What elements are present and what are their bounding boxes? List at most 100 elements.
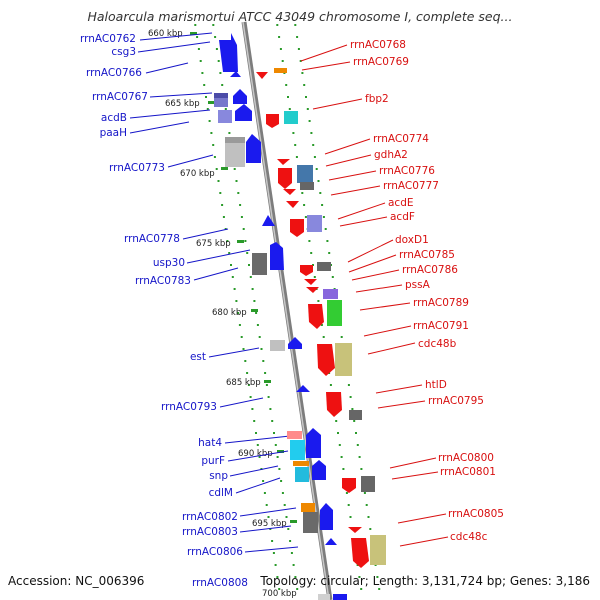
right-leader-lines	[300, 44, 449, 547]
gene-label: paaH	[100, 127, 127, 139]
gene-block-hat4	[287, 431, 302, 439]
gene-label: rrnAC0805	[448, 508, 504, 520]
scale-label: 685 kbp	[226, 378, 261, 388]
accession-text: Accession: NC_006396	[8, 574, 145, 588]
gene-label: est	[190, 351, 206, 363]
gene-label: acdE	[388, 197, 414, 209]
left-leader-lines	[129, 32, 299, 553]
gene-block-purF	[290, 440, 305, 460]
gene-block-est	[270, 340, 285, 351]
gene-arrow-rrnAC0803	[320, 503, 333, 530]
gene-arrow-rrnAC0786	[304, 279, 317, 285]
gene-arrow-rrnAC0806	[325, 538, 337, 545]
right-features	[256, 68, 386, 568]
gene-arrow-htlD	[326, 392, 342, 417]
gene-arrow-est	[288, 337, 302, 349]
gene-label: rrnAC0806	[187, 546, 243, 558]
gene-label: rrnAC0776	[379, 165, 435, 177]
gene-label: rrnAC0808	[192, 577, 248, 589]
gene-label: htlD	[425, 379, 447, 391]
gene-arrow-doxD1	[300, 265, 313, 276]
gene-arrow-usp30	[270, 242, 284, 270]
gene-label: rrnAC0801	[440, 466, 496, 478]
gene-block-cdlM	[295, 467, 309, 482]
scale-label: 700 kbp	[262, 589, 297, 599]
gene-label: rrnAC0768	[350, 39, 406, 51]
gene-label: rrnAC0778	[124, 233, 180, 245]
gene-block-cdc48c	[370, 535, 386, 565]
gene-label: rrnAC0800	[438, 452, 494, 464]
gene-label: usp30	[153, 257, 185, 269]
gene-block-rrnAC0777	[300, 182, 314, 190]
gene-label: pssA	[405, 279, 431, 291]
gene-arrow-acdE	[286, 201, 299, 208]
gene-label: rrnAC0785	[399, 249, 455, 261]
gene-label: acdF	[390, 211, 415, 223]
gene-label: rrnAC0767	[92, 91, 148, 103]
gene-arrow-rrnAC0777	[283, 189, 296, 195]
gene-label: snp	[209, 470, 228, 482]
gene-block-pssA	[323, 289, 338, 299]
gene-arrow-rrnAC0766	[230, 71, 241, 77]
scale-ticks	[190, 32, 297, 523]
gene-label: hat4	[198, 437, 222, 449]
scale-label: 680 kbp	[212, 308, 247, 318]
gene-arrow-rrnAC0767	[233, 89, 247, 104]
gene-block-rrnAC0785	[317, 262, 331, 271]
gene-arrow-rrnAC0793	[296, 385, 310, 392]
gene-arrow-rrnAC0805	[348, 527, 362, 533]
gene-label: rrnAC0786	[402, 264, 458, 276]
gene-arrow-rrnAC0774	[277, 159, 290, 165]
scale-label: 670 kbp	[180, 169, 215, 179]
left-features	[214, 33, 347, 600]
gene-label: cdc48b	[418, 338, 457, 350]
gene-label: rrnAC0774	[373, 133, 429, 145]
gene-block-usp30	[252, 253, 267, 275]
gene-block-rrnAC0769	[274, 68, 287, 73]
gene-label: rrnAC0769	[353, 56, 409, 68]
gene-block-rrnAC0808	[318, 594, 330, 600]
gene-block-fbp2	[284, 111, 298, 124]
gene-block-acdF	[307, 215, 322, 232]
gene-arrow-cdc48c	[351, 538, 369, 568]
gene-label: rrnAC0766	[86, 67, 142, 79]
gene-block-acdB	[218, 110, 232, 123]
gene-arrow-rrnAC0773	[246, 134, 261, 163]
gene-label: rrnAC0789	[413, 297, 469, 309]
gene-block-rrnAC0795	[349, 410, 362, 420]
gene-label: purF	[201, 455, 225, 467]
scale-label: 660 kbp	[148, 29, 183, 39]
gene-arrow-acdF	[290, 219, 304, 237]
gene-arrow-purF	[306, 428, 321, 458]
gene-label: fbp2	[365, 93, 389, 105]
gene-block-rrnAC0803	[303, 512, 318, 533]
gene-block-rrnAC0801	[361, 476, 375, 492]
backbone-line	[241, 21, 333, 600]
gene-label: gdhA2	[374, 149, 408, 161]
gene-label: rrnAC0802	[182, 511, 238, 523]
map-title: Haloarcula marismortui ATCC 43049 chromo…	[87, 9, 513, 24]
scale-labels: 660 kbp 665 kbp 670 kbp 675 kbp 680 kbp …	[148, 29, 297, 599]
gene-block-rrnAC0789	[327, 300, 342, 326]
gene-label: cdlM	[209, 487, 233, 499]
gene-arrow-acdB	[235, 104, 252, 121]
gene-label: rrnAC0777	[383, 180, 439, 192]
gene-label: csg3	[111, 46, 136, 58]
gene-block-cdc48b	[335, 343, 352, 376]
gene-arrow-cdc48b	[317, 344, 335, 376]
scale-label: 665 kbp	[165, 99, 200, 109]
gene-label: rrnAC0793	[161, 401, 217, 413]
gene-label: acdB	[101, 112, 127, 124]
gene-arrow-pssA	[306, 287, 319, 293]
gene-label: rrnAC0791	[413, 320, 469, 332]
gene-label: rrnAC0803	[182, 526, 238, 538]
scale-label: 695 kbp	[252, 519, 287, 529]
gene-block-rrnAC0776	[297, 165, 313, 183]
gene-arrow-gdhA2	[278, 168, 292, 189]
scale-label: 675 kbp	[196, 239, 231, 249]
gene-label: rrnAC0783	[135, 275, 191, 287]
gene-arrow-rrnAC0768	[256, 72, 268, 79]
gene-block-rrnAC0802	[301, 503, 315, 512]
gene-arrow-cdlM	[312, 460, 326, 480]
